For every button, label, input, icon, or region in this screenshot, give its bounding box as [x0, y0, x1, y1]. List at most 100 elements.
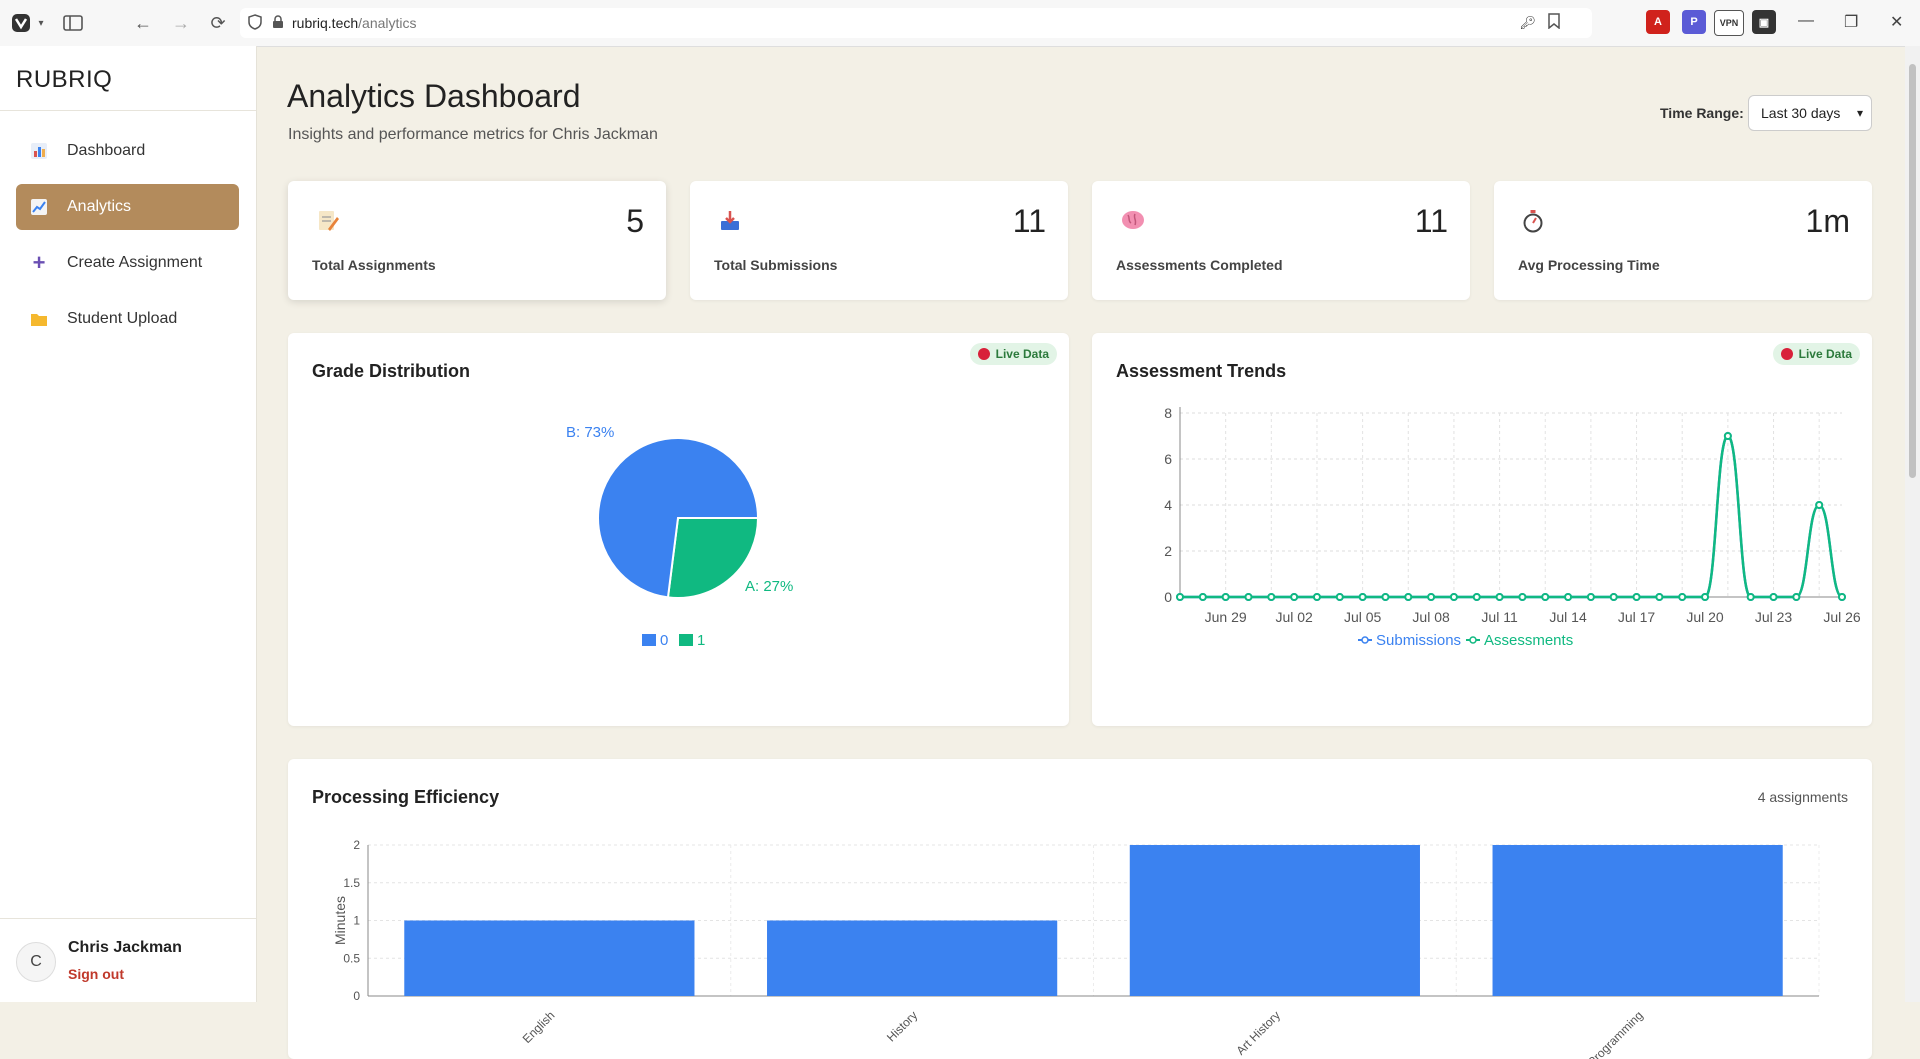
sidebar-item-label: Create Assignment — [67, 254, 203, 271]
brand-logo[interactable]: RUBRIQ — [16, 66, 113, 93]
stat-card-total-submissions[interactable]: 11 Total Submissions — [690, 181, 1068, 300]
sidebar-item-dashboard[interactable]: Dashboard — [16, 128, 239, 174]
sign-out-link[interactable]: Sign out — [68, 966, 124, 982]
data-point — [1335, 593, 1344, 601]
sidebar-item-label: Analytics — [67, 198, 132, 215]
live-dot-icon — [1780, 348, 1793, 360]
vivaldi-menu-icon[interactable] — [6, 8, 36, 38]
x-tick-label: Jul 26 — [1823, 609, 1861, 625]
stat-card-avg-processing-time[interactable]: 1m Avg Processing Time — [1494, 181, 1872, 300]
data-point — [1176, 593, 1184, 601]
data-point — [1427, 593, 1436, 601]
stat-value: 11 — [1012, 203, 1046, 239]
live-data-badge: Live Data — [1772, 343, 1860, 365]
data-point — [1449, 593, 1458, 601]
efficiency-bar-chart: 0 0.5 1 1.5 2 Minutes English History Art Histor… — [332, 838, 1820, 1059]
page-scrollbar[interactable] — [1905, 46, 1920, 1002]
key-icon[interactable]: 🔑︎ — [1519, 15, 1536, 30]
data-point — [1609, 593, 1618, 601]
data-point — [1312, 593, 1321, 601]
data-point — [1746, 593, 1755, 601]
reload-icon[interactable]: ⟳ — [210, 12, 226, 33]
pie-slice — [666, 517, 760, 599]
data-point — [1632, 593, 1641, 601]
close-icon[interactable]: ✕ — [1890, 14, 1904, 31]
legend-marker — [1469, 636, 1477, 644]
x-tick-label: Jul 14 — [1549, 609, 1587, 625]
stat-label: Avg Processing Time — [1518, 257, 1660, 273]
main-content: Analytics Dashboard Insights and perform… — [257, 46, 1905, 1059]
legend-label: Submissions — [1376, 632, 1461, 649]
series-line — [1180, 434, 1843, 599]
data-point — [1586, 593, 1595, 601]
time-range-select[interactable]: Last 30 days ▾ — [1748, 95, 1872, 131]
gift-icon[interactable]: ▣ — [1752, 10, 1776, 34]
stat-value: 5 — [626, 203, 644, 239]
chevron-down-icon[interactable]: ▾ — [38, 17, 44, 29]
data-point — [1290, 593, 1299, 601]
legend-label: Assessments — [1484, 632, 1573, 649]
x-tick-label: Jul 20 — [1686, 609, 1724, 625]
bar — [1492, 845, 1783, 996]
data-point — [1358, 593, 1367, 601]
y-tick-label: 0.5 — [343, 951, 360, 965]
minimize-icon[interactable]: — — [1798, 12, 1814, 29]
sidebar-item-label: Student Upload — [67, 310, 178, 327]
data-point — [1838, 593, 1846, 601]
stat-card-assessments-completed[interactable]: 11 Assessments Completed — [1092, 181, 1470, 300]
x-tick-label: Jul 23 — [1755, 609, 1793, 625]
x-tick-label: Art History — [1233, 1008, 1283, 1058]
address-bar[interactable]: rubriq.tech/analytics 🔑︎ — [240, 8, 1592, 38]
data-point — [1564, 593, 1573, 601]
live-label: Live Data — [995, 347, 1049, 361]
bookmark-icon[interactable] — [1548, 13, 1560, 32]
stat-value: 11 — [1414, 203, 1448, 239]
pie-label: B: 73% — [566, 424, 614, 441]
sidebar-item-analytics[interactable]: Analytics — [16, 184, 239, 230]
sidebar-item-student-upload[interactable]: Student Upload — [16, 296, 239, 342]
data-point — [1769, 593, 1778, 601]
data-point — [1404, 593, 1413, 601]
extension-icon[interactable]: P — [1682, 10, 1706, 34]
pie-slice — [597, 437, 760, 599]
data-point — [1472, 593, 1481, 601]
legend-swatch — [679, 634, 693, 646]
data-point — [1541, 593, 1550, 601]
trend-chart-icon — [29, 197, 49, 217]
stat-label: Total Submissions — [714, 257, 838, 273]
forward-icon[interactable]: → — [172, 12, 190, 33]
brain-icon — [1120, 209, 1146, 237]
chevron-down-icon: ▾ — [1856, 106, 1863, 120]
pdf-extension-icon[interactable]: A — [1646, 10, 1670, 34]
y-tick-label: 2 — [1164, 543, 1172, 559]
scrollbar-thumb[interactable] — [1909, 64, 1916, 478]
stat-label: Assessments Completed — [1116, 257, 1283, 273]
data-point — [1221, 593, 1230, 601]
time-range-label: Time Range: — [1660, 105, 1744, 121]
x-tick-label: Jul 17 — [1618, 609, 1656, 625]
memo-icon — [316, 209, 340, 239]
panel-toggle-icon[interactable] — [58, 8, 88, 38]
restore-icon[interactable]: ❐ — [1844, 14, 1859, 31]
page-subtitle: Insights and performance metrics for Chr… — [288, 126, 658, 143]
vpn-icon[interactable]: VPN — [1714, 10, 1744, 36]
data-point — [1655, 593, 1664, 601]
stat-label: Total Assignments — [312, 257, 436, 273]
user-name: Chris Jackman — [68, 939, 182, 956]
x-tick-label: Jul 02 — [1275, 609, 1313, 625]
x-tick-label: English — [520, 1008, 558, 1046]
y-tick-label: 0 — [1164, 589, 1172, 605]
time-range-value: Last 30 days — [1761, 105, 1841, 121]
divider — [0, 110, 256, 111]
y-tick-label: 2 — [353, 838, 360, 852]
sidebar-item-create-assignment[interactable]: + Create Assignment — [16, 240, 239, 286]
stat-card-total-assignments[interactable]: 5 Total Assignments — [288, 181, 666, 300]
divider — [0, 918, 256, 919]
data-point — [1495, 593, 1504, 601]
y-tick-label: 8 — [1164, 405, 1172, 421]
data-point — [1678, 593, 1687, 601]
live-label: Live Data — [1798, 347, 1852, 361]
back-icon[interactable]: ← — [134, 12, 152, 33]
bar — [404, 920, 695, 996]
page-title: Analytics Dashboard — [287, 78, 581, 114]
